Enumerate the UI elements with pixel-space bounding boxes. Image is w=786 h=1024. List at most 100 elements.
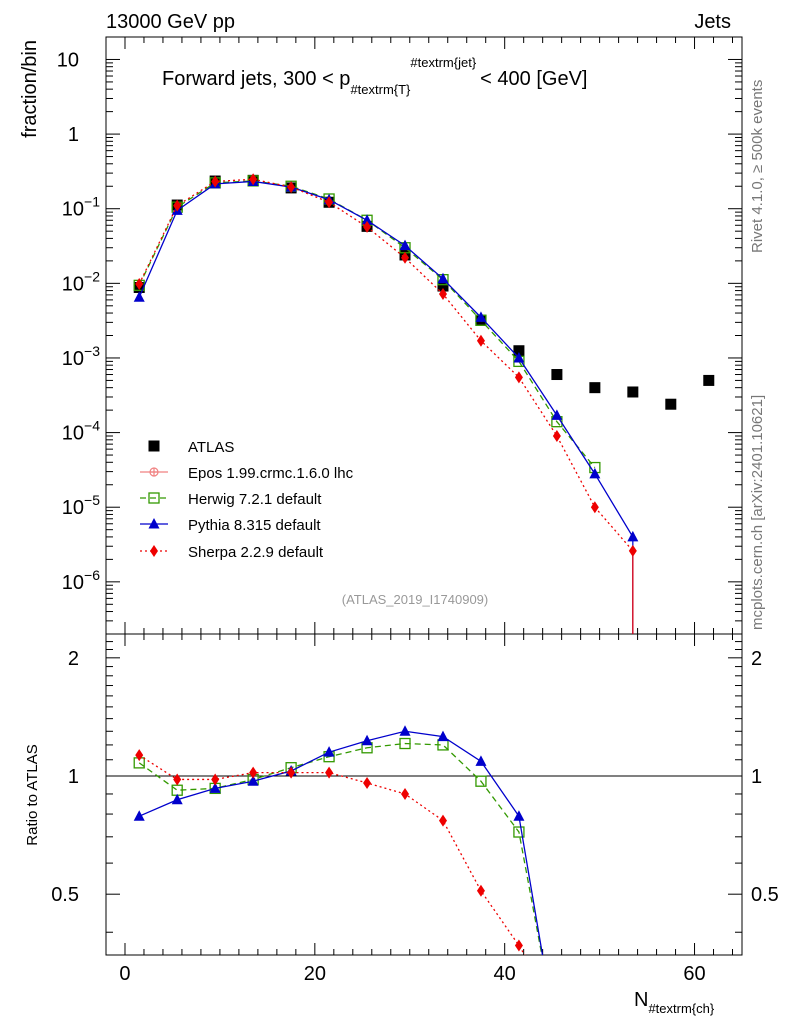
ratio-point-pythia [361, 734, 373, 746]
ratio-point-pythia [171, 793, 183, 805]
data-point-pythia [513, 351, 525, 363]
ratio-point-sherpa [476, 884, 485, 897]
y-tick-label: 10−5 [62, 492, 100, 519]
legend-marker-herwig [148, 492, 160, 504]
ratio-tick-label-right: 2 [751, 648, 762, 670]
legend-marker-pythia [148, 518, 160, 529]
y-axis-label: fraction/bin [19, 40, 41, 138]
x-tick-label: 40 [494, 963, 516, 985]
x-axis-label-main: N [634, 989, 648, 1011]
ratio-point-sherpa [249, 766, 258, 779]
data-point-sherpa [287, 181, 296, 194]
ratio-point-pythia [209, 782, 221, 793]
ratio-point-pythia [247, 775, 259, 786]
data-point-atlas [665, 398, 677, 410]
data-point-pythia [475, 311, 487, 322]
data-point-sherpa [476, 334, 485, 347]
ratio-point-herwig [475, 775, 487, 787]
data-point-atlas [589, 382, 601, 394]
ratio-point-pythia [475, 755, 487, 766]
y-tick-label: 10−4 [62, 418, 100, 445]
data-point-sherpa [590, 501, 599, 514]
y-tick-label-base: 10 [62, 423, 84, 445]
legend-marker-epos [149, 467, 159, 477]
legend-label-atlas: ATLAS [188, 439, 234, 456]
ratio-point-pythia [399, 725, 411, 736]
side-label-mcplots: mcplots.cern.ch [arXiv:2401.10621] [749, 395, 766, 630]
ratio-series-group [133, 725, 544, 955]
ratio-tick-label-left: 1 [68, 766, 79, 788]
ratio-point-sherpa [173, 773, 182, 786]
y-tick-label: 10−6 [62, 567, 100, 594]
header-right: Jets [694, 11, 731, 33]
ratio-line-herwig [138, 742, 543, 955]
data-point-pythia [589, 467, 601, 479]
ratio-tick-label-right: 0.5 [751, 884, 779, 906]
ratio-point-pythia [437, 730, 449, 742]
y-tick-label-exponent: −2 [84, 268, 100, 284]
legend-label-herwig: Herwig 7.2.1 default [188, 491, 322, 508]
ratio-point-pythia [323, 746, 335, 757]
data-point-sherpa [325, 196, 334, 209]
header-left: 13000 GeV pp [106, 11, 235, 33]
data-point-sherpa [552, 430, 561, 443]
data-point-atlas [627, 386, 639, 398]
y-tick-label-base: 1 [68, 124, 79, 146]
ratio-line-sherpa [138, 754, 526, 955]
data-point-sherpa [173, 199, 182, 212]
ratio-line-pythia [138, 730, 544, 955]
ratio-point-sherpa [514, 939, 523, 952]
plot-title-main: Forward jets, 300 < p [162, 68, 350, 90]
legend: ATLAS Epos 1.99.crmc.1.6.0 lhc Herwig 7.… [140, 439, 354, 561]
y-tick-label: 10−3 [62, 343, 100, 370]
data-point-sherpa [438, 287, 447, 300]
y-tick-label-base: 10 [62, 348, 84, 370]
data-point-sherpa [514, 371, 523, 384]
ratio-point-sherpa [287, 766, 296, 779]
x-axis-label: N#textrm{ch} [634, 989, 715, 1016]
legend-marker-atlas [148, 440, 160, 452]
x-tick-label: 60 [683, 963, 705, 985]
ratio-point-pythia [513, 810, 525, 821]
ratio-point-sherpa [211, 773, 220, 786]
main-series-group [133, 173, 715, 634]
data-point-atlas [551, 369, 563, 381]
y-tick-label-base: 10 [62, 497, 84, 519]
legend-marker-sherpa [150, 545, 158, 557]
y-tick-label: 1 [68, 124, 79, 146]
y-tick-label-base: 10 [62, 572, 84, 594]
x-tick-label: 0 [119, 963, 130, 985]
side-label-rivet: Rivet 4.1.0, ≥ 500k events [749, 80, 766, 253]
x-tick-label: 20 [304, 963, 326, 985]
data-point-pythia [361, 214, 373, 225]
data-point-sherpa [363, 220, 372, 233]
y-tick-label-exponent: −4 [84, 418, 100, 434]
ratio-point-sherpa [363, 776, 372, 789]
y-tick-label: 10−1 [62, 194, 100, 221]
y-tick-label-base: 10 [62, 199, 84, 221]
y-tick-label-exponent: −6 [84, 567, 100, 583]
ratio-point-sherpa [438, 814, 447, 827]
y-tick-label-exponent: −1 [84, 194, 100, 210]
ratio-point-sherpa [325, 766, 334, 779]
data-point-pythia [627, 530, 639, 542]
data-point-pythia [399, 239, 411, 251]
data-point-sherpa [401, 251, 410, 264]
y-tick-label-exponent: −3 [84, 343, 100, 359]
legend-label-sherpa: Sherpa 2.2.9 default [188, 544, 324, 561]
data-point-pythia [551, 409, 563, 420]
data-point-sherpa [249, 173, 258, 186]
plot-title: Forward jets, 300 < p#textrm{T} #textrm{j… [162, 55, 587, 97]
y-tick-label-base: 10 [57, 49, 79, 71]
ratio-point-pythia [133, 810, 145, 821]
ratio-tick-label-left: 2 [68, 648, 79, 670]
plot-title-sub: #textrm{T} [350, 82, 411, 97]
ratio-tick-label-left: 0.5 [51, 884, 79, 906]
data-point-sherpa [135, 277, 144, 290]
ratio-tick-label-right: 1 [751, 766, 762, 788]
data-point-atlas [703, 374, 715, 386]
ratio-point-sherpa [401, 787, 410, 800]
ratio-y-axis-label: Ratio to ATLAS [24, 744, 41, 845]
ratio-point-herwig [513, 826, 525, 838]
